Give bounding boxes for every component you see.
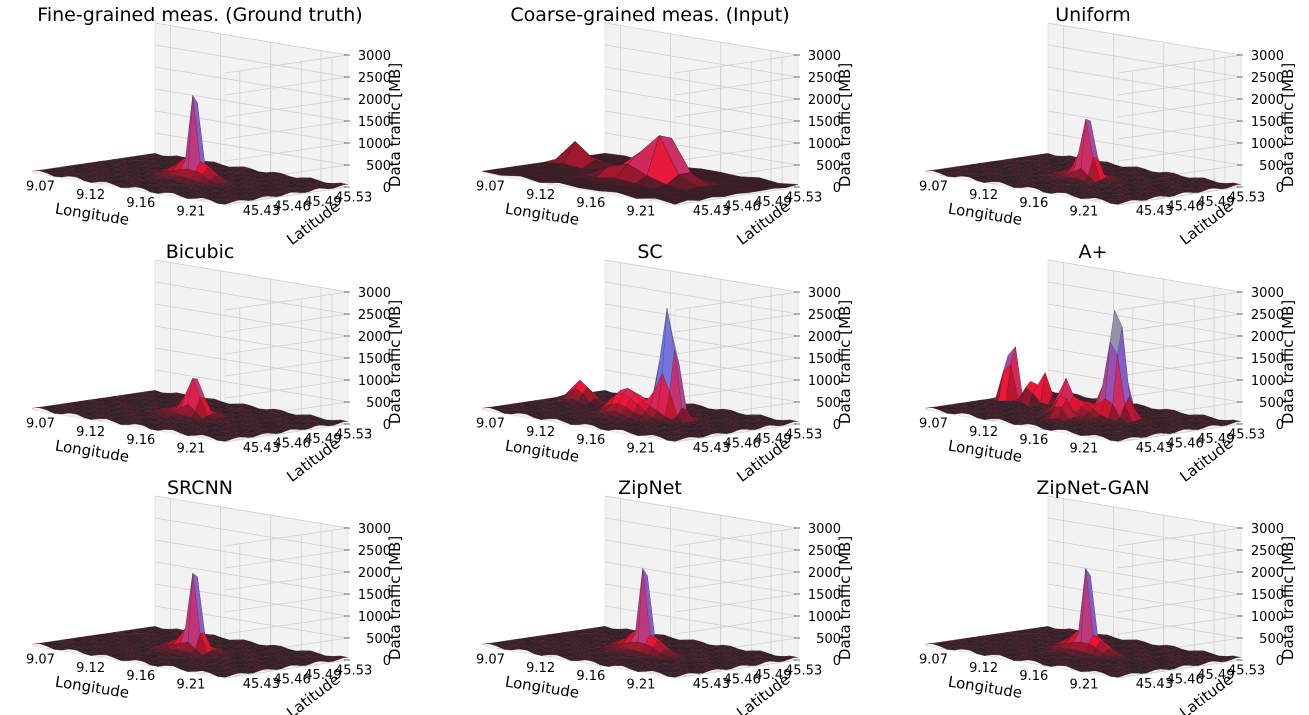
x-tick-label: 9.21 — [627, 205, 656, 220]
x-tick-label: 9.07 — [476, 417, 505, 432]
x-tick-label: 9.07 — [26, 180, 55, 195]
x-tick-label: 9.07 — [919, 180, 948, 195]
x-tick-label: 9.16 — [126, 196, 155, 211]
x-tick-label: 9.16 — [1019, 433, 1048, 448]
x-tick-label: 9.12 — [526, 425, 555, 440]
y-tick-label: 45.53 — [335, 190, 372, 205]
z-tick-label: 3000 — [808, 286, 841, 301]
z-tick-label: 0 — [383, 181, 391, 196]
panel-title: Bicubic — [166, 241, 235, 263]
x-tick-label: 9.12 — [969, 188, 998, 203]
y-tick-label: 45.53 — [335, 663, 372, 678]
panel-title: Coarse-grained meas. (Input) — [510, 4, 789, 26]
z-axis-label: Data traffic [MB] — [836, 300, 854, 424]
x-tick-label: 9.21 — [177, 678, 206, 693]
z-tick-label: 2500 — [358, 71, 391, 86]
panel-title: A+ — [1079, 241, 1108, 263]
z-tick-label: 2000 — [808, 93, 841, 108]
x-tick-label: 9.21 — [1070, 205, 1099, 220]
x-tick-label: 9.21 — [1070, 442, 1099, 457]
x-tick-label: 9.16 — [126, 433, 155, 448]
z-axis-label: Data traffic [MB] — [386, 63, 404, 187]
x-tick-label: 9.21 — [627, 442, 656, 457]
z-tick-label: 1500 — [808, 115, 841, 130]
y-tick-label: 45.43 — [693, 204, 730, 219]
z-tick-label: 1000 — [358, 137, 391, 152]
z-tick-label: 2500 — [808, 71, 841, 86]
panel-2: Coarse-grained meas. (Input) 0 500 1000 1500… — [476, 4, 854, 249]
z-tick-label: 3000 — [358, 286, 391, 301]
surface-cell — [655, 198, 688, 205]
x-axis-label: Longitude — [947, 436, 1024, 465]
z-axis-label: Data traffic [MB] — [386, 536, 404, 660]
surface — [481, 134, 799, 205]
x-tick-label: 9.12 — [76, 661, 105, 676]
z-tick-label: 500 — [816, 159, 841, 174]
panel-title: Fine-grained meas. (Ground truth) — [37, 4, 362, 26]
z-axis-label: Data traffic [MB] — [386, 300, 404, 424]
z-tick-label: 3000 — [358, 522, 391, 537]
x-axis-label: Longitude — [947, 199, 1024, 228]
y-tick-label: 45.53 — [785, 427, 822, 442]
panel-title: SC — [637, 241, 662, 263]
z-tick-label: 3000 — [358, 49, 391, 64]
y-tick-label: 45.53 — [785, 190, 822, 205]
panel-1: Fine-grained meas. (Ground truth) 0 500 100… — [26, 4, 404, 249]
x-tick-label: 9.12 — [76, 425, 105, 440]
y-tick-label: 45.53 — [1228, 427, 1265, 442]
x-axis-label: Longitude — [504, 436, 581, 465]
z-tick-label: 2000 — [358, 93, 391, 108]
x-tick-label: 9.12 — [76, 188, 105, 203]
surface — [31, 95, 349, 205]
z-tick-label: 1500 — [358, 115, 391, 130]
x-axis-label: Longitude — [54, 436, 131, 465]
z-axis-label: Data traffic [MB] — [1279, 300, 1297, 424]
x-tick-label: 9.21 — [177, 205, 206, 220]
y-tick-label: 45.43 — [243, 204, 280, 219]
x-axis-label: Longitude — [54, 672, 131, 701]
z-tick-label: 1000 — [808, 137, 841, 152]
x-axis-label: Longitude — [54, 199, 131, 228]
y-tick-label: 45.49 — [754, 195, 791, 210]
surface — [924, 119, 1242, 205]
surface-cell — [217, 201, 230, 205]
z-tick-label: 3000 — [1251, 286, 1284, 301]
y-tick-label: 45.53 — [335, 427, 372, 442]
z-axis-label: Data traffic [MB] — [1279, 63, 1297, 187]
x-tick-label: 9.07 — [26, 417, 55, 432]
y-tick-label: 45.49 — [304, 195, 341, 210]
x-axis-label: Longitude — [504, 199, 581, 228]
y-tick-label: 45.53 — [1228, 190, 1265, 205]
z-axis-label: Data traffic [MB] — [836, 63, 854, 187]
y-tick-label: 45.46 — [274, 199, 311, 214]
x-tick-label: 9.16 — [1019, 196, 1048, 211]
x-tick-label: 9.16 — [126, 669, 155, 684]
z-tick-label: 3000 — [808, 49, 841, 64]
x-tick-label: 9.16 — [576, 433, 605, 448]
x-tick-label: 9.07 — [476, 180, 505, 195]
x-tick-label: 9.21 — [177, 442, 206, 457]
panel-title: SRCNN — [167, 477, 233, 499]
panel-title: Uniform — [1055, 4, 1131, 26]
x-tick-label: 9.12 — [526, 188, 555, 203]
z-tick-label: 3000 — [1251, 49, 1284, 64]
x-tick-label: 9.07 — [26, 653, 55, 668]
y-tick-label: 45.46 — [724, 199, 761, 214]
x-tick-label: 9.07 — [919, 417, 948, 432]
x-tick-label: 9.12 — [969, 425, 998, 440]
z-tick-label: 0 — [833, 181, 841, 196]
z-tick-label: 500 — [366, 159, 391, 174]
x-tick-label: 9.16 — [576, 196, 605, 211]
